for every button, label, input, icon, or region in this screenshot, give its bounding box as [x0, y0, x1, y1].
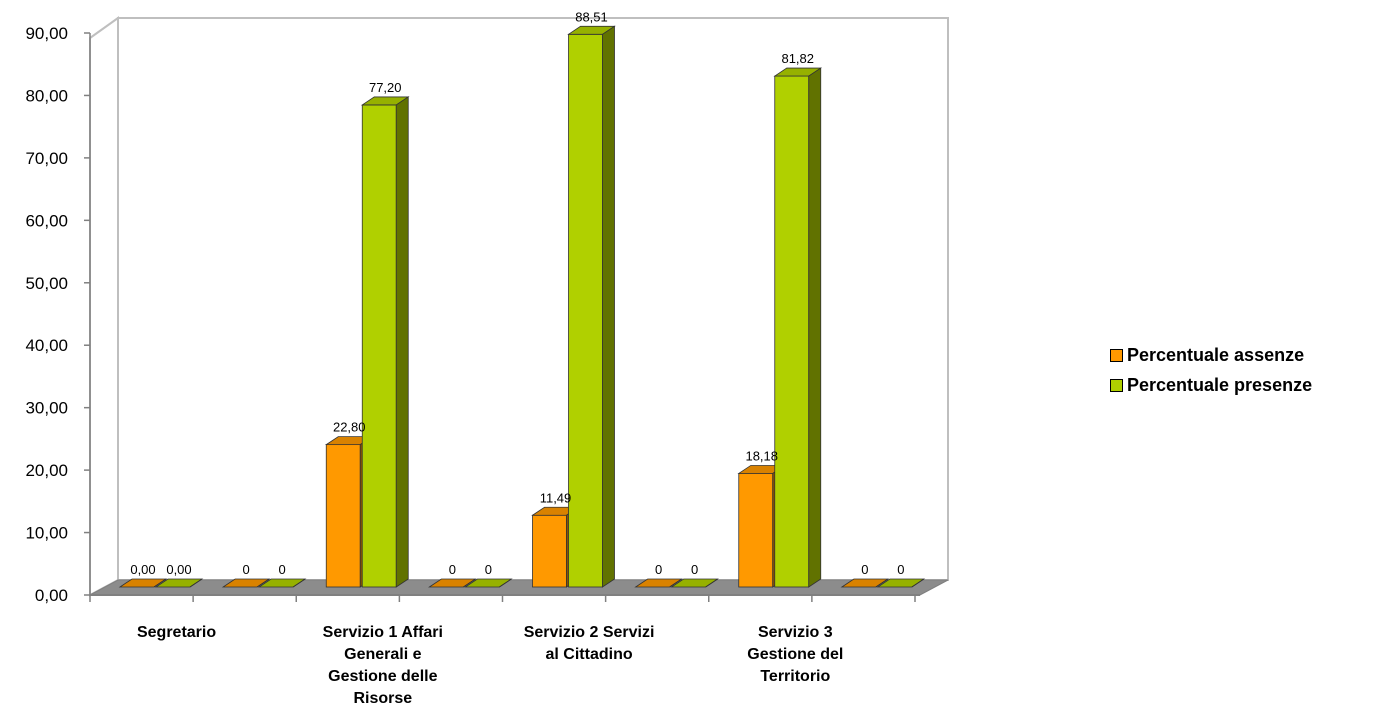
bar-side	[499, 578, 512, 588]
data-label: 0	[655, 562, 662, 577]
data-label: 0	[279, 562, 286, 577]
bar-side	[875, 578, 889, 588]
floor	[89, 579, 949, 596]
data-label: 22,80	[333, 420, 366, 435]
data-label: 0	[243, 562, 250, 577]
data-label: 88,51	[575, 9, 608, 24]
bar-side	[808, 67, 822, 588]
bar-side	[153, 578, 167, 588]
category-label: al Cittadino	[546, 646, 633, 663]
legend: Percentuale assenze Percentuale presenze	[1110, 340, 1312, 400]
category-label: Segretario	[137, 624, 216, 641]
y-axis: 0,00 10,00 20,00 30,00 40,00 50,00 60,00 70,00 8…	[25, 24, 91, 605]
bar-front	[774, 75, 810, 588]
data-label: 11,49	[540, 490, 572, 505]
data-label: 18,18	[745, 448, 778, 463]
legend-label-presenze: Percentuale presenze	[1127, 374, 1313, 395]
legend-item-presenze: Percentuale presenze	[1110, 370, 1312, 400]
category-label: Generali e	[344, 646, 421, 663]
category-label: Servizio 2 Servizi	[524, 624, 655, 641]
y-tick-label: 50,00	[25, 274, 68, 293]
bars	[118, 25, 926, 588]
data-label: 0,00	[166, 562, 191, 577]
y-tick-label: 80,00	[25, 86, 68, 105]
category-label: Servizio 3	[758, 624, 833, 641]
bar-side	[669, 578, 682, 588]
category-label: Gestione del	[747, 646, 843, 663]
bar-side	[602, 25, 615, 588]
bar-side	[705, 578, 718, 588]
data-label: 77,20	[369, 80, 402, 95]
bar-side	[911, 578, 925, 588]
data-label: 0	[861, 562, 868, 577]
data-label: 0	[485, 562, 492, 577]
side-wall	[89, 16, 119, 597]
bar-side	[292, 578, 306, 588]
y-tick-label: 10,00	[25, 524, 68, 543]
y-tick-label: 20,00	[25, 461, 68, 480]
bar-front	[361, 104, 397, 588]
y-tick-label: 0,00	[35, 586, 68, 605]
y-tick-label: 40,00	[25, 336, 68, 355]
bar-side	[463, 578, 476, 588]
bar-front	[325, 444, 361, 588]
legend-item-assenze: Percentuale assenze	[1110, 340, 1312, 370]
data-label: 81,82	[781, 51, 814, 66]
y-tick-label: 70,00	[25, 149, 68, 168]
bar-front	[738, 473, 774, 588]
data-label: 0	[449, 562, 456, 577]
legend-swatch-assenze	[1110, 348, 1123, 362]
bar-side	[189, 578, 203, 588]
back-wall	[117, 17, 949, 581]
bar-side	[256, 578, 270, 588]
x-axis: Segretario Servizio 1 Affari Generali e Ges…	[89, 595, 916, 707]
bar-front	[532, 514, 567, 588]
legend-label-assenze: Percentuale assenze	[1127, 344, 1305, 365]
data-label: 0,00	[130, 562, 155, 577]
bar-side	[395, 96, 409, 588]
data-label: 0	[897, 562, 904, 577]
data-label: 0	[691, 562, 698, 577]
category-label: Territorio	[760, 668, 830, 685]
category-label: Servizio 1 Affari	[323, 624, 443, 641]
category-label: Risorse	[353, 690, 412, 707]
y-tick-label: 60,00	[25, 211, 68, 230]
data-labels: 0,00 0,00 0 0 22,80 77,20 0 0 11,49 88,51 0 0 18,18 8…	[130, 9, 904, 577]
y-tick-label: 90,00	[25, 24, 68, 43]
category-label: Gestione delle	[328, 668, 437, 685]
legend-swatch-presenze	[1110, 378, 1123, 392]
y-tick-label: 30,00	[25, 399, 68, 418]
bar-front	[568, 33, 603, 588]
